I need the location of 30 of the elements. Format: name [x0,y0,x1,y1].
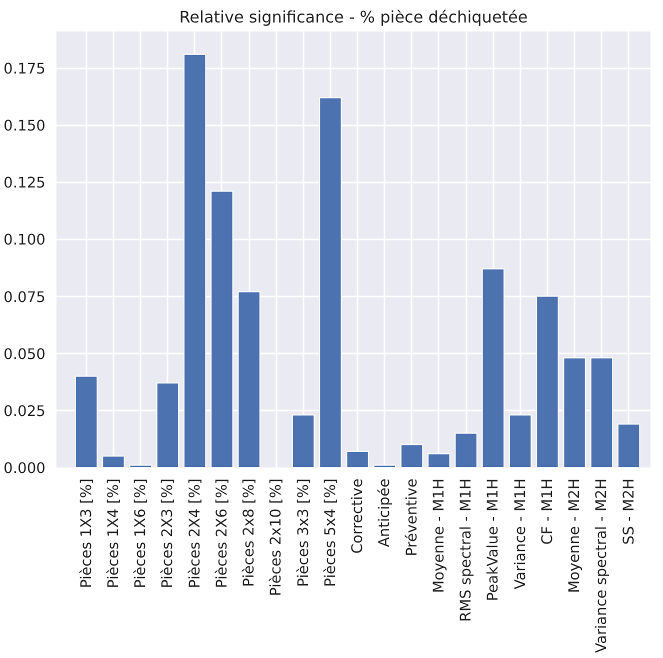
x-tick-label: Variance spectral - M2H [593,478,610,653]
chart-title: Relative significance - % pièce déchiquetée [179,8,528,26]
x-tick-label: PeakValue - M1H [484,478,502,602]
x-tick-label: Variance - M1H [512,478,529,590]
y-tick-label: 0.000 [4,460,46,477]
x-tick-label: Pièces 1X6 [%] [132,478,150,588]
x-tick-label: RMS spectral - M1H [458,478,475,622]
x-tick-label: Anticipée [376,478,394,548]
y-tick-label: 0.125 [4,174,46,192]
x-tick-label: Moyenne - M2H [566,478,584,593]
x-tick-label: Préventive [403,478,420,556]
y-tick-label: 0.075 [4,288,46,306]
x-tick-label: Pièces 2X6 [%] [213,478,230,588]
x-tick-label: Pièces 3x3 [%] [294,478,312,587]
y-tick-label: 0.150 [4,118,46,135]
x-tick-label: Pièces 2X3 [%] [159,478,176,588]
y-tick-label: 0.175 [4,60,46,78]
x-tick-label: CF - M1H [538,478,556,545]
y-tick-label: 0.100 [4,232,46,249]
x-tick-label: Pièces 1X3 [%] [78,478,95,588]
x-tick-label: Pièces 2X4 [%] [186,478,204,588]
x-tick-label: Corrective [349,478,366,554]
x-tick-label: Pièces 1X4 [%] [104,478,122,588]
y-tick-label: 0.050 [4,346,46,363]
x-tick-label: SS - M2H [620,478,638,545]
x-tick-label: Pièces 5x4 [%] [322,478,339,587]
y-tick-label: 0.025 [4,402,46,420]
x-tick-label: Pièces 2x10 [%] [268,478,285,596]
x-tick-label: Pièces 2x8 [%] [240,478,258,587]
x-tick-label: Moyenne - M1H [430,478,448,593]
